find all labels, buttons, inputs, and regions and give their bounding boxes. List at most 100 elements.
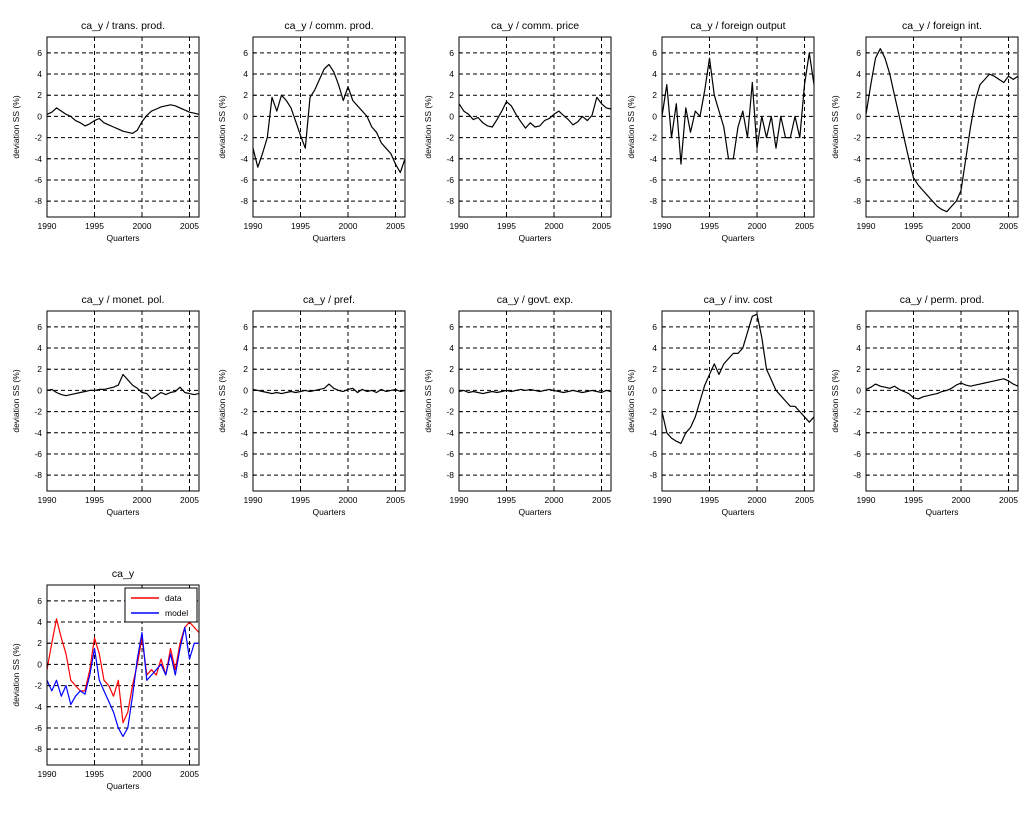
chart-title: ca_y / pref. (303, 294, 355, 306)
chart-title: ca_y / trans. prod. (81, 20, 165, 32)
y-tick-label: -8 (240, 470, 248, 480)
y-tick-label: 4 (37, 343, 42, 353)
y-tick-label: -6 (34, 723, 42, 733)
x-tick-label: 1995 (85, 221, 104, 231)
y-tick-label: 2 (856, 364, 861, 374)
y-tick-label: 4 (243, 343, 248, 353)
y-tick-label: -4 (446, 154, 454, 164)
y-axis-label: deviation SS (%) (217, 95, 227, 158)
y-tick-label: -8 (649, 470, 657, 480)
y-tick-label: -4 (446, 428, 454, 438)
y-tick-label: 4 (652, 343, 657, 353)
x-tick-label: 1990 (244, 221, 263, 231)
x-axis-label: Quarters (518, 507, 551, 517)
y-tick-label: 0 (37, 385, 42, 395)
y-tick-label: 2 (37, 638, 42, 648)
y-axis-label: deviation SS (%) (830, 369, 840, 432)
x-tick-label: 2000 (339, 495, 358, 505)
x-axis-label: Quarters (106, 781, 139, 791)
y-tick-label: -8 (34, 744, 42, 754)
x-axis-label: Quarters (312, 233, 345, 243)
y-tick-label: 0 (243, 111, 248, 121)
y-tick-label: 0 (37, 659, 42, 669)
chart-panel-10: 6 4 2 0 -2 -4 -6 -8 1990 1995 2000 2005 ca_y / perm.… (830, 294, 1018, 517)
x-axis-label: Quarters (106, 233, 139, 243)
x-tick-label: 1990 (857, 221, 876, 231)
y-tick-label: 2 (449, 90, 454, 100)
y-tick-label: -2 (34, 407, 42, 417)
x-tick-label: 1990 (38, 495, 57, 505)
chart-panel-11: 6 4 2 0 -2 -4 -6 -8 1990 1995 2000 2005 ca_y Quarters… (11, 568, 199, 791)
y-tick-label: 2 (243, 364, 248, 374)
x-axis-label: Quarters (106, 507, 139, 517)
y-tick-label: 0 (449, 111, 454, 121)
y-tick-label: -6 (34, 449, 42, 459)
y-tick-label: -6 (853, 175, 861, 185)
y-tick-label: 4 (449, 69, 454, 79)
y-tick-label: -6 (240, 449, 248, 459)
y-axis-label: deviation SS (%) (626, 95, 636, 158)
y-tick-label: -6 (446, 449, 454, 459)
y-tick-label: 6 (856, 322, 861, 332)
x-axis-label: Quarters (312, 507, 345, 517)
chart-title: ca_y / foreign output (690, 20, 785, 32)
y-tick-label: -8 (240, 196, 248, 206)
x-tick-label: 2005 (795, 221, 814, 231)
y-tick-label: 4 (37, 617, 42, 627)
x-tick-label: 2000 (952, 495, 971, 505)
y-tick-label: 0 (449, 385, 454, 395)
x-tick-label: 2000 (133, 769, 152, 779)
plot-area (459, 311, 611, 491)
chart-panel-5: 6 4 2 0 -2 -4 -6 -8 1990 1995 2000 2005 ca_y / forei… (830, 20, 1018, 243)
chart-title: ca_y (112, 568, 135, 580)
y-axis-label: deviation SS (%) (626, 369, 636, 432)
y-tick-label: 6 (37, 596, 42, 606)
chart-title: ca_y / monet. pol. (82, 294, 165, 306)
x-tick-label: 1990 (653, 221, 672, 231)
chart-title: ca_y / govt. exp. (497, 294, 573, 306)
y-tick-label: -8 (446, 470, 454, 480)
x-tick-label: 2005 (592, 495, 611, 505)
chart-title: ca_y / comm. price (491, 20, 579, 32)
y-axis-label: deviation SS (%) (11, 369, 21, 432)
x-tick-label: 2005 (180, 495, 199, 505)
y-tick-label: -8 (34, 470, 42, 480)
chart-panel-8: 6 4 2 0 -2 -4 -6 -8 1990 1995 2000 2005 ca_y / govt.… (423, 294, 611, 517)
x-tick-label: 1995 (497, 221, 516, 231)
y-tick-label: -4 (853, 428, 861, 438)
y-tick-label: 6 (37, 48, 42, 58)
y-tick-label: 6 (37, 322, 42, 332)
x-tick-label: 2000 (133, 495, 152, 505)
y-tick-label: 2 (652, 90, 657, 100)
y-tick-label: -2 (853, 407, 861, 417)
y-tick-label: 0 (652, 385, 657, 395)
y-tick-label: 6 (652, 48, 657, 58)
plot-area (253, 311, 405, 491)
y-tick-label: -4 (649, 154, 657, 164)
chart-panel-4: 6420-2-4-6-81990 1995 2000 2005ca_y / forei… (626, 20, 814, 243)
y-tick-label: 2 (243, 90, 248, 100)
y-tick-label: -4 (34, 428, 42, 438)
chart-panel-6: 6 4 2 0 -2 -4 -6 -8 1990 1995 2000 2005 ca_y / monet… (11, 294, 199, 517)
x-tick-label: 2005 (180, 221, 199, 231)
y-tick-label: -6 (34, 175, 42, 185)
x-tick-label: 2005 (592, 221, 611, 231)
x-tick-label: 1995 (497, 495, 516, 505)
y-tick-label: -2 (649, 133, 657, 143)
y-tick-label: -4 (34, 702, 42, 712)
y-tick-label: -4 (240, 428, 248, 438)
y-tick-label: -8 (853, 196, 861, 206)
y-tick-label: -4 (34, 154, 42, 164)
y-tick-label: -4 (853, 154, 861, 164)
x-tick-label: 2005 (795, 495, 814, 505)
chart-title: ca_y / comm. prod. (284, 20, 373, 32)
x-tick-label: 1990 (653, 495, 672, 505)
y-tick-label: 0 (37, 111, 42, 121)
y-tick-label: 6 (243, 48, 248, 58)
x-tick-label: 1995 (85, 495, 104, 505)
legend-label-data: data (165, 593, 182, 603)
x-axis-label: Quarters (925, 507, 958, 517)
y-tick-label: -2 (446, 407, 454, 417)
y-tick-label: -8 (649, 196, 657, 206)
